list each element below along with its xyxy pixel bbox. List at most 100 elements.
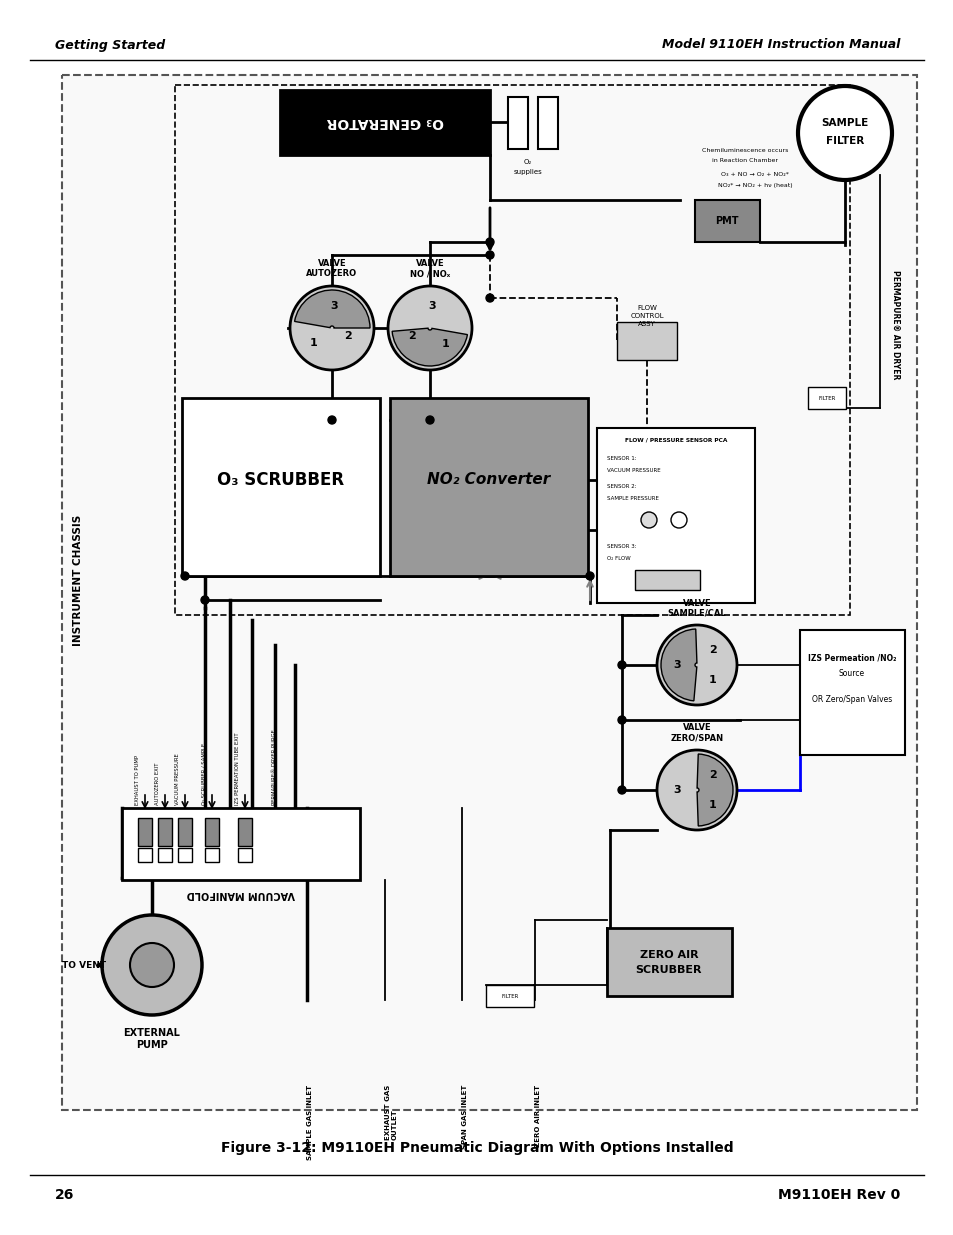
Circle shape: [797, 86, 891, 180]
Text: O₃ + NO → O₂ + NO₂*: O₃ + NO → O₂ + NO₂*: [720, 173, 788, 178]
Bar: [205, 848, 219, 862]
Circle shape: [328, 416, 335, 424]
Text: VACUUM PRESSURE: VACUUM PRESSURE: [606, 468, 659, 473]
Text: CONTROL: CONTROL: [630, 312, 663, 319]
Text: 3: 3: [673, 785, 680, 795]
Circle shape: [388, 287, 472, 370]
Text: PMT: PMT: [715, 216, 738, 226]
Text: 26: 26: [55, 1188, 74, 1202]
Bar: [617, 322, 677, 359]
Text: EXTERNAL: EXTERNAL: [124, 1028, 180, 1037]
Wedge shape: [697, 755, 732, 826]
Text: O₂ FLOW: O₂ FLOW: [606, 556, 630, 561]
Bar: [807, 387, 845, 409]
Text: ZERO AIR: ZERO AIR: [639, 950, 698, 960]
Circle shape: [485, 251, 494, 259]
Bar: [237, 848, 252, 862]
Text: SENSOR 1:: SENSOR 1:: [606, 456, 636, 461]
Text: O₃ SCRUBBER: O₃ SCRUBBER: [217, 471, 344, 489]
Circle shape: [485, 238, 494, 246]
Bar: [178, 818, 192, 846]
Bar: [237, 818, 252, 846]
Text: FILTER: FILTER: [818, 395, 835, 400]
Text: NO₂* → NO₂ + hν (heat): NO₂* → NO₂ + hν (heat): [717, 184, 792, 189]
Bar: [597, 429, 754, 603]
Circle shape: [181, 572, 189, 580]
Text: FILTER: FILTER: [825, 136, 863, 146]
Circle shape: [102, 915, 202, 1015]
Bar: [280, 90, 490, 156]
Text: SENSOR 3:: SENSOR 3:: [606, 543, 636, 548]
Bar: [606, 927, 731, 995]
Text: ASSY: ASSY: [638, 321, 655, 327]
Text: 1: 1: [708, 800, 716, 810]
Circle shape: [426, 416, 434, 424]
Text: PERMAPURE® DRYER PURGE: PERMAPURE® DRYER PURGE: [272, 729, 276, 805]
Text: 3: 3: [428, 301, 436, 311]
Text: PUMP: PUMP: [136, 1040, 168, 1050]
Bar: [138, 848, 152, 862]
Text: INSTRUMENT CHASSIS: INSTRUMENT CHASSIS: [73, 514, 83, 646]
Wedge shape: [294, 290, 370, 329]
Bar: [485, 986, 534, 1007]
Text: SPAN GAS INLET: SPAN GAS INLET: [461, 1086, 468, 1150]
Bar: [182, 398, 379, 576]
Bar: [62, 75, 916, 1110]
Bar: [800, 630, 904, 755]
Text: SAMPLE GAS INLET: SAMPLE GAS INLET: [307, 1086, 313, 1160]
Text: in Reaction Chamber: in Reaction Chamber: [711, 158, 778, 163]
Text: PERMAPURE® AIR DRYER: PERMAPURE® AIR DRYER: [890, 270, 900, 379]
Circle shape: [670, 513, 686, 529]
Text: VALVE: VALVE: [416, 259, 444, 268]
Text: supplies: supplies: [513, 169, 542, 175]
Circle shape: [618, 785, 625, 794]
Text: 2: 2: [344, 331, 352, 341]
Text: VACUUM MANIFOLD: VACUUM MANIFOLD: [187, 889, 294, 899]
Bar: [178, 848, 192, 862]
Text: 3: 3: [673, 659, 680, 671]
Text: SAMPLE: SAMPLE: [821, 119, 868, 128]
Circle shape: [640, 513, 657, 529]
Text: 1: 1: [708, 676, 716, 685]
Text: 2: 2: [708, 645, 716, 655]
Text: AUTOZERO EXIT: AUTOZERO EXIT: [154, 762, 160, 805]
Text: Figure 3-12: M9110EH Pneumatic Diagram With Options Installed: Figure 3-12: M9110EH Pneumatic Diagram W…: [220, 1141, 733, 1155]
Circle shape: [585, 572, 594, 580]
Text: IZS PERMEATION TUBE EXIT: IZS PERMEATION TUBE EXIT: [234, 732, 240, 805]
Bar: [205, 818, 219, 846]
Text: NO / NOₓ: NO / NOₓ: [410, 269, 450, 279]
Bar: [537, 98, 558, 149]
Text: 2: 2: [708, 769, 716, 781]
Bar: [390, 398, 587, 576]
Circle shape: [201, 597, 209, 604]
Text: 3: 3: [330, 301, 337, 311]
Text: FILTER: FILTER: [500, 993, 518, 999]
Bar: [158, 848, 172, 862]
Text: ZERO/SPAN: ZERO/SPAN: [670, 734, 722, 742]
Text: SAMPLE PRESSURE: SAMPLE PRESSURE: [606, 495, 659, 500]
Text: IZS Permeation /NO₂: IZS Permeation /NO₂: [807, 653, 895, 662]
Text: O₂ SCRUBBER / SAMPLE: O₂ SCRUBBER / SAMPLE: [202, 743, 207, 805]
Text: SCRUBBER: SCRUBBER: [635, 965, 701, 974]
Circle shape: [485, 294, 494, 303]
Wedge shape: [660, 629, 697, 701]
Circle shape: [130, 944, 173, 987]
Bar: [695, 200, 760, 242]
Text: FLOW: FLOW: [637, 305, 657, 311]
Wedge shape: [392, 329, 467, 366]
Bar: [174, 85, 849, 615]
Text: AUTOZERO: AUTOZERO: [306, 269, 357, 279]
Text: OR Zero/Span Valves: OR Zero/Span Valves: [811, 695, 891, 704]
Text: Getting Started: Getting Started: [55, 38, 165, 52]
Bar: [138, 818, 152, 846]
Bar: [158, 818, 172, 846]
Circle shape: [618, 661, 625, 669]
Text: O₃ GENERATOR: O₃ GENERATOR: [326, 116, 443, 130]
Text: ZERO AIR INLET: ZERO AIR INLET: [535, 1086, 540, 1147]
Circle shape: [657, 625, 737, 705]
Text: VALVE: VALVE: [682, 599, 711, 608]
Text: SENSOR 2:: SENSOR 2:: [606, 483, 636, 489]
Text: VALVE: VALVE: [682, 724, 711, 732]
Text: EXHAUST GAS
OUTLET: EXHAUST GAS OUTLET: [385, 1086, 397, 1140]
Text: O₂: O₂: [523, 159, 532, 165]
